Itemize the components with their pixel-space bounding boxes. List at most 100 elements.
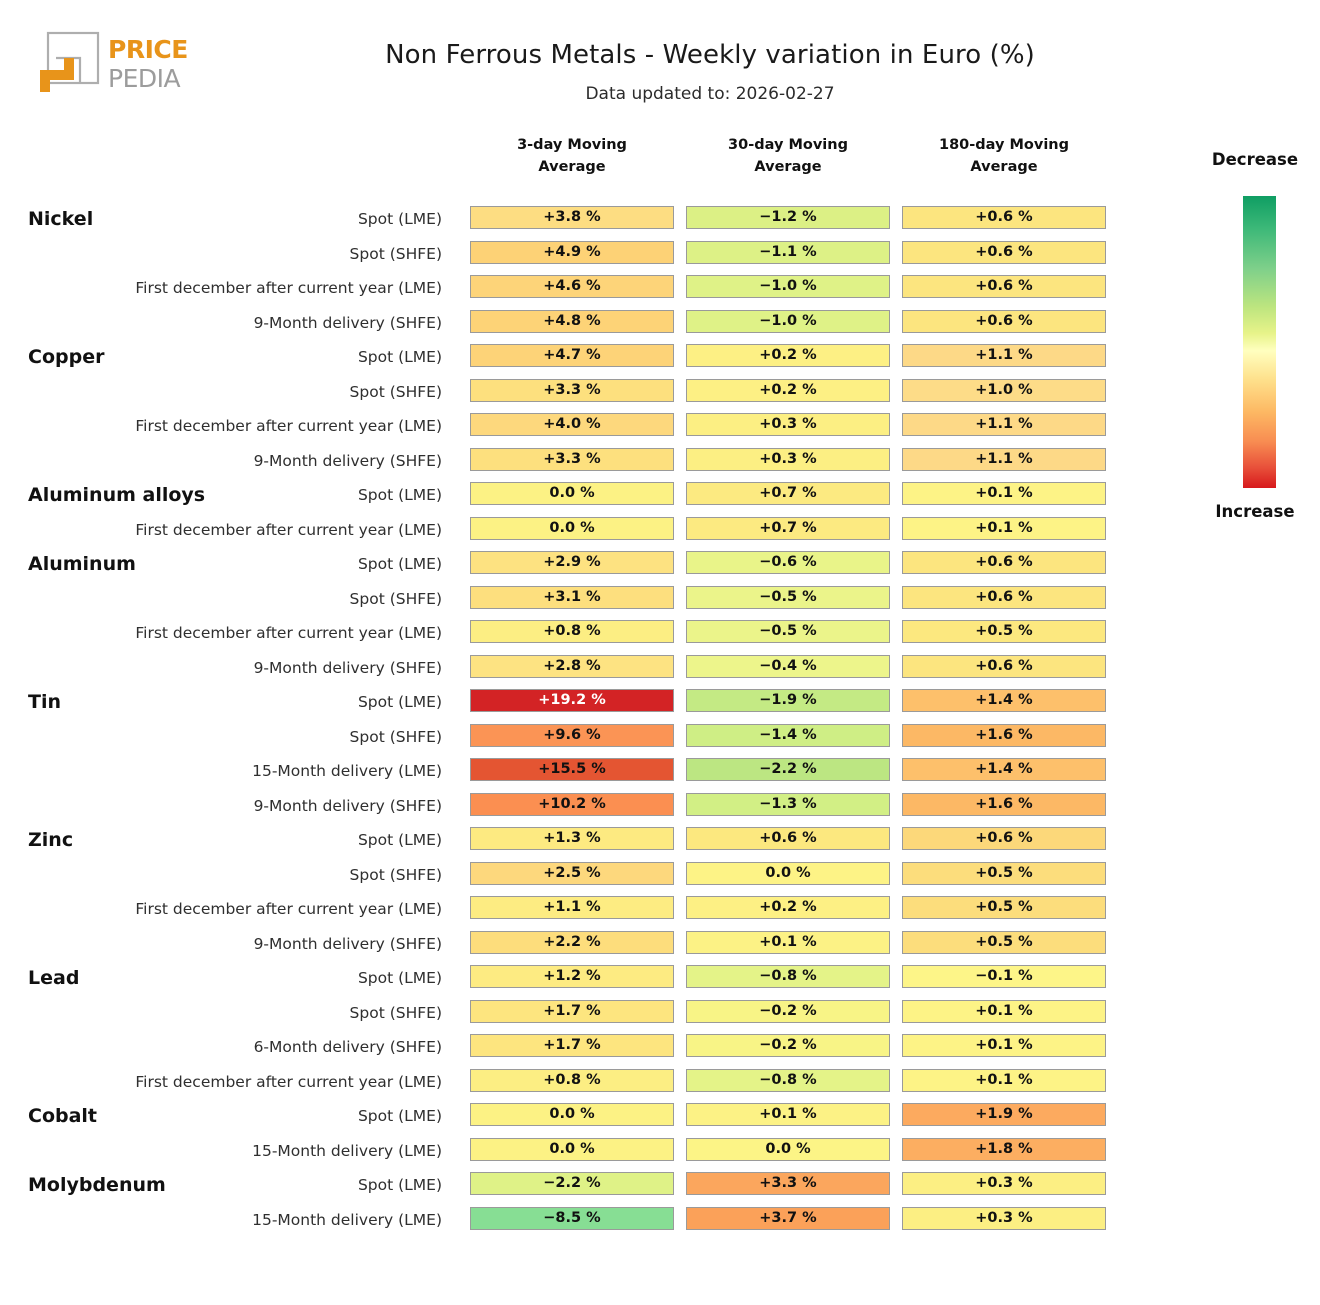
heatmap-cell: +1.1 %	[902, 447, 1106, 471]
heatmap-cell: +4.8 %	[470, 309, 674, 333]
heatmap-row: First december after current year (LME) 0…	[0, 515, 1120, 545]
row-label: 15-Month delivery (LME)	[252, 1210, 442, 1229]
heatmap-row: 15-Month delivery (LME) +15.5 % −2.2 % +1.4…	[0, 756, 1120, 786]
column-header-line1: 3-day Moving	[517, 137, 627, 153]
row-label: First december after current year (LME)	[135, 900, 442, 918]
row-label: Spot (LME)	[357, 555, 442, 573]
heatmap-cell: +2.9 %	[470, 551, 674, 574]
heatmap-cell: −1.2 %	[686, 206, 890, 229]
heatmap-cell: +1.6 %	[902, 723, 1106, 747]
heatmap-cell: +1.2 %	[470, 965, 674, 988]
heatmap-cell: +0.3 %	[902, 1172, 1106, 1195]
heatmap-cell: +10.2 %	[470, 792, 674, 816]
pricepedia-logo: PRICE PEDIA	[36, 30, 211, 102]
heatmap-cell: +0.5 %	[902, 930, 1106, 954]
row-label: Spot (LME)	[357, 831, 442, 849]
column-header-2: 30-day Moving Average	[686, 134, 890, 178]
heatmap-cell: 0.0 %	[686, 1137, 890, 1161]
heatmap-cell: +1.3 %	[470, 827, 674, 850]
heatmap-cell: −0.5 %	[686, 585, 890, 609]
column-header-line2: Average	[754, 159, 822, 175]
chart-subtitle: Data updated to: 2026-02-27	[585, 84, 835, 104]
column-header-line1: 30-day Moving	[728, 137, 848, 153]
heatmap-cell: −0.2 %	[686, 1034, 890, 1057]
heatmap-cell: −0.8 %	[686, 1068, 890, 1092]
heatmap-row: Spot (SHFE) +3.1 % −0.5 % +0.6 %	[0, 584, 1120, 614]
heatmap-cell: 0.0 %	[470, 516, 674, 540]
heatmap-row: First december after current year (LME) +…	[0, 618, 1120, 648]
chart-title: Non Ferrous Metals - Weekly variation in…	[385, 40, 1035, 70]
heatmap-cell: +0.1 %	[902, 482, 1106, 505]
row-label: First december after current year (LME)	[135, 520, 442, 539]
heatmap-cell: +3.8 %	[470, 206, 674, 229]
heatmap-cell: +0.8 %	[470, 1068, 674, 1092]
heatmap-row: Spot (SHFE) +1.7 % −0.2 % +0.1 %	[0, 998, 1120, 1028]
heatmap-cell: +1.4 %	[902, 758, 1106, 781]
heatmap-cell: 0.0 %	[470, 1103, 674, 1126]
heatmap-row: 9-Month delivery (SHFE) +2.8 % −0.4 % +0.6 …	[0, 653, 1120, 683]
heatmap-cell: +0.1 %	[686, 1103, 890, 1126]
heatmap-cell: −1.3 %	[686, 792, 890, 816]
column-header-line1: 180-day Moving	[938, 137, 1070, 153]
column-header-1: 3-day Moving Average	[470, 134, 674, 178]
row-label: Spot (SHFE)	[349, 589, 442, 608]
heatmap-row: Aluminum Spot (LME) +2.9 % −0.6 % +0.6 %	[0, 549, 1120, 579]
group-label: Aluminum alloys	[28, 484, 206, 506]
heatmap-row: Spot (SHFE) +3.3 % +0.2 % +1.0 %	[0, 377, 1120, 407]
heatmap-cell: +0.2 %	[686, 378, 890, 402]
heatmap-cell: +3.3 %	[470, 378, 674, 402]
row-label: 9-Month delivery (SHFE)	[253, 796, 442, 815]
heatmap-cell: +0.1 %	[686, 930, 890, 954]
row-label: First december after current year (LME)	[135, 417, 442, 435]
heatmap-cell: +3.3 %	[686, 1172, 890, 1195]
group-label: Lead	[28, 967, 80, 989]
svg-text:PRICE: PRICE	[108, 35, 188, 64]
heatmap-cell: +0.6 %	[902, 827, 1106, 850]
heatmap-cell: +0.6 %	[902, 309, 1106, 333]
heatmap-cell: −0.4 %	[686, 654, 890, 678]
heatmap-row: 15-Month delivery (LME) −8.5 % +3.7 % +0.3 …	[0, 1205, 1120, 1235]
heatmap-cell: −1.9 %	[686, 689, 890, 712]
heatmap-cell: +0.5 %	[902, 861, 1106, 885]
heatmap-row: 9-Month delivery (SHFE) +3.3 % +0.3 % +1.1 …	[0, 446, 1120, 476]
row-label: Spot (SHFE)	[349, 1003, 442, 1022]
heatmap-cell: +3.1 %	[470, 585, 674, 609]
heatmap-cell: +1.1 %	[902, 344, 1106, 367]
heatmap-row: First december after current year (LME) +…	[0, 1067, 1120, 1097]
heatmap-cell: 0.0 %	[470, 482, 674, 505]
heatmap-row: 15-Month delivery (LME) 0.0 % 0.0 % +1.8 %	[0, 1136, 1120, 1166]
heatmap-row: Cobalt Spot (LME) 0.0 % +0.1 % +1.9 %	[0, 1101, 1120, 1131]
heatmap-cell: +0.2 %	[686, 344, 890, 367]
column-header-3: 180-day Moving Average	[902, 134, 1106, 178]
heatmap-cell: −1.0 %	[686, 309, 890, 333]
heatmap-cell: +15.5 %	[470, 758, 674, 781]
group-label: Cobalt	[28, 1105, 98, 1127]
heatmap-row: First december after current year (LME) +…	[0, 273, 1120, 303]
heatmap-cell: +0.3 %	[686, 447, 890, 471]
column-header-line2: Average	[970, 159, 1038, 175]
heatmap-cell: +0.6 %	[902, 206, 1106, 229]
heatmap-cell: −0.2 %	[686, 999, 890, 1023]
heatmap-cell: +0.3 %	[902, 1206, 1106, 1230]
heatmap-cell: 0.0 %	[686, 861, 890, 885]
heatmap-row: Copper Spot (LME) +4.7 % +0.2 % +1.1 %	[0, 342, 1120, 372]
row-label: 6-Month delivery (SHFE)	[253, 1038, 442, 1056]
row-label: 9-Month delivery (SHFE)	[253, 658, 442, 677]
row-label: 15-Month delivery (LME)	[252, 762, 442, 780]
heatmap-cell: +4.7 %	[470, 344, 674, 367]
group-label: Molybdenum	[28, 1174, 166, 1196]
heatmap-cell: +2.5 %	[470, 861, 674, 885]
heatmap-cell: +0.7 %	[686, 516, 890, 540]
heatmap-cell: +0.5 %	[902, 896, 1106, 919]
heatmap-cell: −8.5 %	[470, 1206, 674, 1230]
row-label: Spot (LME)	[357, 1176, 442, 1194]
heatmap-cell: +0.1 %	[902, 1068, 1106, 1092]
row-label: Spot (SHFE)	[349, 244, 442, 263]
heatmap-cell: +4.0 %	[470, 413, 674, 436]
heatmap-cell: +0.1 %	[902, 516, 1106, 540]
heatmap-cell: +3.7 %	[686, 1206, 890, 1230]
row-label: First december after current year (LME)	[135, 1072, 442, 1091]
group-label: Tin	[28, 691, 61, 713]
heatmap-cell: −1.1 %	[686, 240, 890, 264]
heatmap-cell: +0.3 %	[686, 413, 890, 436]
